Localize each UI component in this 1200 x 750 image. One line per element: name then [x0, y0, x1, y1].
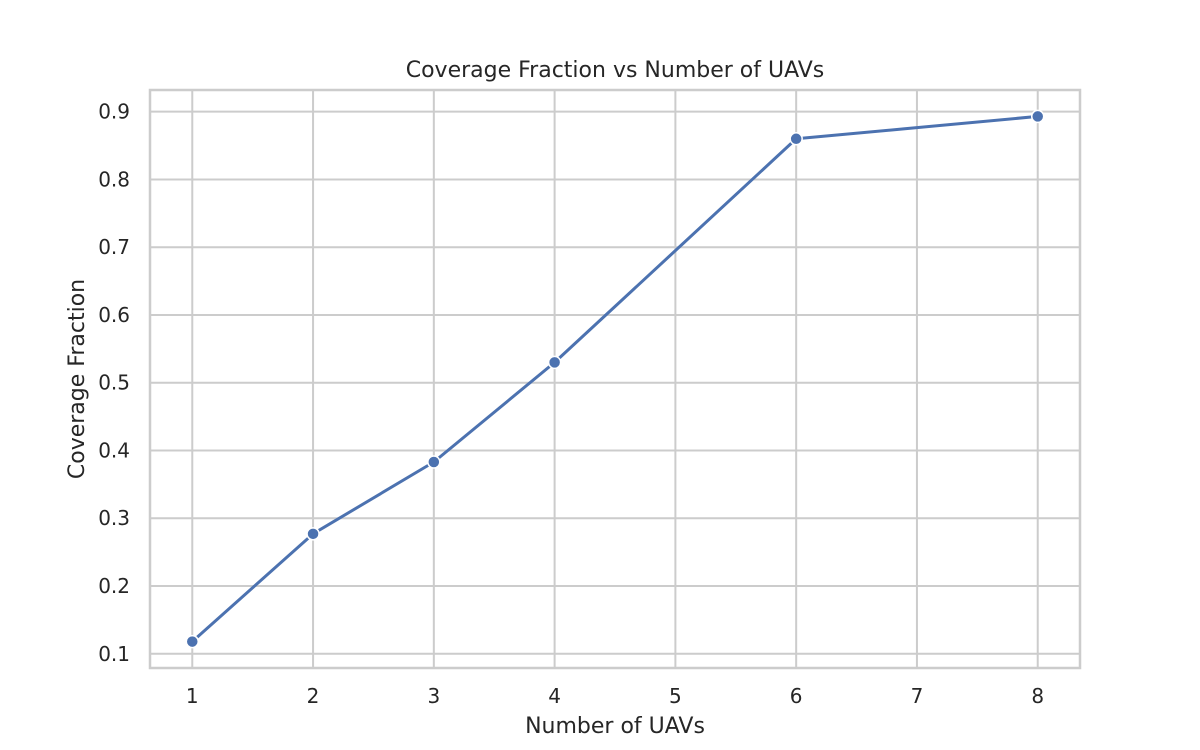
- axes: 1 2 3 4 5 6 7 8 0.1 0.2 0.3 0.4 0.5 0.6 0.7 0.8 0.9: [98, 88, 1082, 708]
- data-point: [306, 527, 320, 541]
- series-layer: [185, 109, 1045, 649]
- y-tick-label: 0.1: [98, 642, 130, 666]
- chart-title: Coverage Fraction vs Number of UAVs: [406, 58, 825, 83]
- x-tick-label: 7: [911, 684, 924, 708]
- plot-frame: [148, 88, 1082, 670]
- x-tick-label: 5: [669, 684, 682, 708]
- data-point: [789, 132, 803, 146]
- x-axis-label: Number of UAVs: [525, 714, 705, 739]
- x-tick-label: 1: [186, 684, 199, 708]
- x-tick-label: 8: [1031, 684, 1044, 708]
- y-axis-label: Coverage Fraction: [65, 279, 90, 479]
- series-line: [190, 114, 1040, 644]
- data-point: [547, 355, 562, 370]
- grid: [150, 90, 1080, 668]
- x-tick-label: 6: [790, 684, 803, 708]
- data-point: [185, 634, 200, 649]
- x-tick-label: 3: [427, 684, 440, 708]
- x-tick-label: 4: [548, 684, 561, 708]
- x-tick-label: 2: [307, 684, 320, 708]
- y-tick-label: 0.8: [98, 167, 130, 191]
- y-tick-label: 0.7: [98, 235, 130, 259]
- data-point: [427, 455, 441, 469]
- data-point: [1030, 109, 1045, 124]
- y-tick-label: 0.4: [98, 438, 130, 462]
- y-tick-label: 0.5: [98, 371, 130, 395]
- y-tick-label: 0.3: [98, 506, 130, 530]
- y-tick-label: 0.6: [98, 303, 130, 327]
- y-tick-label: 0.9: [98, 100, 130, 124]
- y-tick-label: 0.2: [98, 574, 130, 598]
